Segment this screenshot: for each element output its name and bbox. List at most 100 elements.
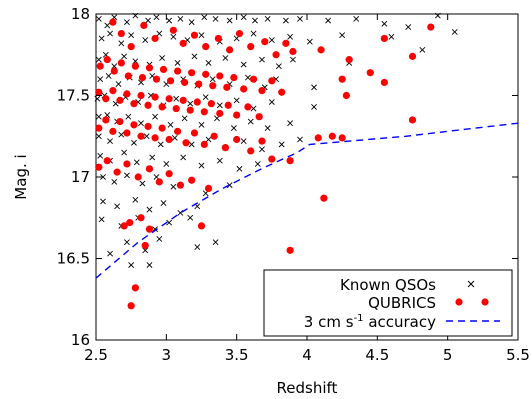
qubrics-point (240, 85, 248, 93)
known-qso-point (157, 141, 164, 148)
known-qso-point (111, 63, 118, 70)
qubrics-point (278, 88, 286, 96)
known-qso-point (250, 105, 257, 112)
qubrics-point (317, 46, 325, 54)
qubrics-point (137, 91, 145, 100)
qubrics-point (214, 34, 222, 43)
y-axis-ticks: 16 16.5 17 17.5 18 (57, 5, 518, 349)
qubrics-point (216, 109, 224, 118)
known-qso-point (226, 17, 233, 24)
qubrics-series (95, 18, 435, 310)
x-tick-label: 5 (443, 346, 453, 364)
qubrics-point (190, 31, 199, 39)
qubrics-point (127, 43, 135, 51)
known-qso-point (254, 161, 261, 167)
legend-marker-qubrics (481, 298, 489, 306)
known-qso-point (339, 32, 346, 39)
qubrics-point (207, 100, 215, 108)
known-qso-point (268, 37, 275, 43)
known-qso-point (187, 100, 194, 107)
known-qso-point (118, 40, 125, 47)
qubrics-point (165, 135, 173, 144)
qubrics-point (338, 134, 346, 142)
qubrics-point (408, 116, 417, 124)
known-qso-point (95, 133, 102, 140)
known-qso-point (170, 183, 177, 190)
qubrics-point (272, 51, 280, 59)
qubrics-point (186, 106, 194, 114)
x-tick-label: 4.5 (365, 346, 389, 364)
known-qso-point (311, 103, 317, 110)
known-qso-point (230, 125, 237, 132)
known-qso-point (198, 121, 205, 128)
qubrics-point (320, 194, 328, 202)
known-qso-point (245, 74, 251, 81)
known-qso-point (143, 133, 150, 140)
qubrics-point (102, 95, 110, 103)
known-qso-point (146, 262, 153, 268)
qubrics-point (210, 132, 218, 140)
legend-label-qubrics: QUBRICS (368, 294, 436, 312)
qubrics-point (342, 91, 350, 100)
known-qso-point (142, 37, 149, 43)
qubrics-point (195, 80, 203, 88)
y-tick-label: 17.5 (57, 87, 90, 105)
qubrics-point (159, 65, 168, 74)
qubrics-point (235, 29, 244, 38)
qubrics-point (202, 43, 210, 51)
qubrics-point (126, 219, 134, 227)
qubrics-point (145, 165, 154, 173)
qubrics-point (140, 21, 148, 30)
qubrics-point (209, 82, 217, 90)
known-qso-point (188, 19, 195, 26)
known-qso-point (240, 138, 247, 145)
qubrics-point (221, 144, 230, 152)
known-qso-point (100, 198, 106, 205)
qubrics-point (151, 34, 159, 43)
qubrics-point (338, 75, 346, 83)
qubrics-point (268, 77, 276, 85)
qubrics-point (176, 181, 184, 189)
known-qso-point (212, 15, 219, 22)
known-qso-point (202, 94, 209, 101)
known-qso-point (100, 174, 106, 180)
qubrics-point (152, 75, 161, 83)
x-tick-label: 4 (302, 346, 312, 364)
known-qso-point (139, 180, 146, 187)
known-qso-point (107, 138, 113, 145)
qubrics-point (158, 124, 166, 132)
known-qso-point (171, 134, 178, 141)
known-qso-point (259, 56, 265, 63)
qubrics-point (96, 62, 104, 70)
known-qso-point (282, 17, 289, 24)
qubrics-point (166, 77, 175, 85)
qubrics-point (103, 56, 111, 64)
known-qso-point (297, 15, 303, 22)
qubrics-point (314, 134, 322, 142)
qubrics-point (366, 69, 374, 77)
known-qso-point (278, 141, 285, 148)
known-qso-point (268, 99, 275, 105)
qubrics-point (193, 98, 201, 106)
known-qso-point (159, 55, 166, 61)
qubrics-point (144, 101, 152, 109)
qubrics-point (116, 96, 124, 104)
qubrics-point (247, 147, 255, 155)
known-qso-point (311, 84, 317, 91)
known-qso-point (163, 161, 170, 167)
known-qso-point (252, 17, 258, 24)
qubrics-point (165, 95, 173, 103)
y-tick-label: 18 (71, 5, 90, 23)
known-qso-point (121, 53, 128, 60)
qubrics-point (345, 56, 353, 64)
qubrics-point (124, 72, 132, 80)
qubrics-point (173, 127, 182, 135)
known-qso-point (156, 236, 163, 242)
known-qso-point (107, 250, 113, 257)
known-qso-point (170, 33, 177, 40)
known-qso-point (388, 33, 395, 40)
known-qso-point (94, 95, 101, 102)
qubrics-point (197, 222, 206, 230)
x-tick-label: 5.5 (506, 346, 530, 364)
known-qso-point (353, 15, 360, 22)
